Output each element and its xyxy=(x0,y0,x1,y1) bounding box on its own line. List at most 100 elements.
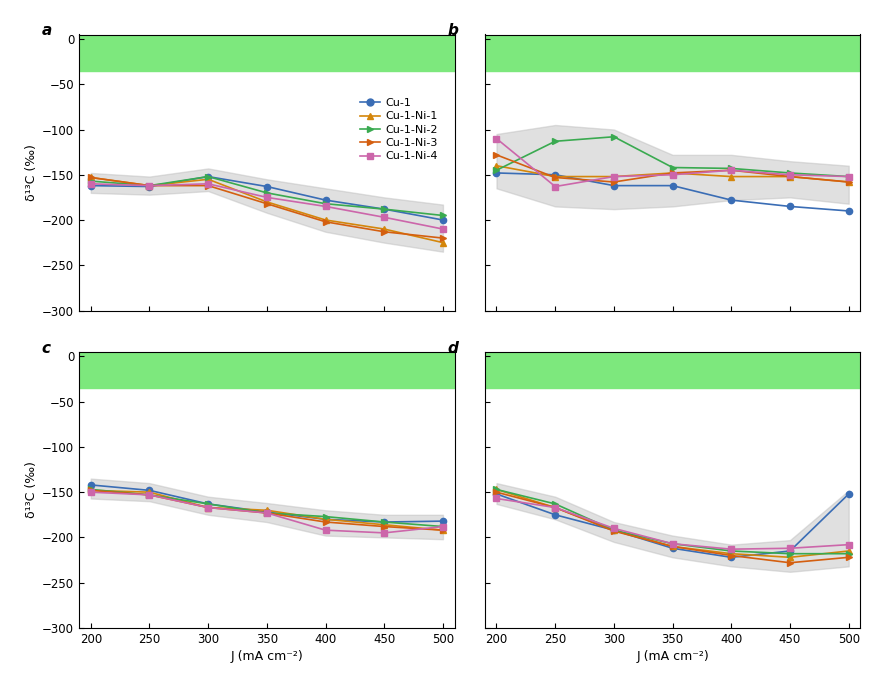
Bar xyxy=(79,352,454,388)
Cu-1-Ni-2 xyxy=(549,500,560,508)
Bar xyxy=(79,34,454,70)
Cu-1-Ni-1 xyxy=(725,172,736,181)
Y-axis label: δ¹³C (‰): δ¹³C (‰) xyxy=(25,462,38,518)
Cu-1-Ni-1 xyxy=(379,225,389,233)
Cu-1-Ni-2 xyxy=(843,172,853,181)
Cu-1-Ni-1 xyxy=(549,172,560,181)
X-axis label: J (mA cm⁻²): J (mA cm⁻²) xyxy=(231,650,303,663)
Cu-1-Ni-4 xyxy=(549,504,560,512)
Cu-1-Ni-2 xyxy=(438,522,448,531)
Cu-1-Ni-3 xyxy=(438,526,448,534)
Line: Cu-1-Ni-2: Cu-1-Ni-2 xyxy=(88,173,446,219)
Line: Cu-1-Ni-2: Cu-1-Ni-2 xyxy=(493,486,851,557)
Cu-1 xyxy=(379,205,389,213)
Line: Cu-1-Ni-1: Cu-1-Ni-1 xyxy=(88,175,446,246)
Cu-1-Ni-1 xyxy=(438,239,448,247)
Cu-1-Ni-1 xyxy=(490,485,501,493)
Cu-1-Ni-4 xyxy=(203,179,213,188)
Cu-1 xyxy=(144,486,154,495)
Cu-1-Ni-3 xyxy=(549,173,560,181)
Cu-1-Ni-1 xyxy=(261,198,272,206)
Cu-1-Ni-1 xyxy=(843,178,853,186)
Cu-1-Ni-2 xyxy=(843,549,853,558)
Cu-1-Ni-4 xyxy=(843,172,853,181)
Cu-1-Ni-2 xyxy=(438,211,448,219)
Cu-1-Ni-2 xyxy=(667,540,677,548)
Cu-1-Ni-3 xyxy=(490,488,501,496)
Cu-1-Ni-2 xyxy=(144,491,154,499)
Cu-1-Ni-4 xyxy=(784,544,795,553)
Cu-1-Ni-3 xyxy=(261,199,272,208)
Cu-1-Ni-1 xyxy=(549,504,560,512)
Line: Cu-1-Ni-1: Cu-1-Ni-1 xyxy=(88,487,446,533)
X-axis label: J (mA cm⁻²): J (mA cm⁻²) xyxy=(636,650,708,663)
Cu-1-Ni-3 xyxy=(725,166,736,175)
Cu-1-Ni-4 xyxy=(438,225,448,233)
Cu-1-Ni-2 xyxy=(608,526,618,534)
Cu-1-Ni-4 xyxy=(144,491,154,499)
Cu-1 xyxy=(203,500,213,508)
Cu-1-Ni-1 xyxy=(608,172,618,181)
Cu-1-Ni-4 xyxy=(667,170,677,179)
Cu-1 xyxy=(261,182,272,190)
Cu-1-Ni-3 xyxy=(320,518,331,526)
Cu-1-Ni-1 xyxy=(667,169,677,177)
Text: b: b xyxy=(446,23,458,39)
Line: Cu-1-Ni-4: Cu-1-Ni-4 xyxy=(493,135,851,190)
Legend: Cu-1, Cu-1-Ni-1, Cu-1-Ni-2, Cu-1-Ni-3, Cu-1-Ni-4: Cu-1, Cu-1-Ni-1, Cu-1-Ni-2, Cu-1-Ni-3, C… xyxy=(360,98,438,161)
Cu-1-Ni-3 xyxy=(490,150,501,159)
Cu-1 xyxy=(261,508,272,516)
Cu-1 xyxy=(490,169,501,177)
Cu-1-Ni-4 xyxy=(85,488,96,496)
Cu-1-Ni-2 xyxy=(549,137,560,146)
Cu-1 xyxy=(144,182,154,190)
Cu-1-Ni-3 xyxy=(608,527,618,535)
Cu-1-Ni-3 xyxy=(203,181,213,190)
Cu-1-Ni-1 xyxy=(725,549,736,558)
Cu-1-Ni-2 xyxy=(725,164,736,172)
Cu-1-Ni-3 xyxy=(261,509,272,517)
Cu-1-Ni-4 xyxy=(725,166,736,175)
Cu-1-Ni-3 xyxy=(549,504,560,512)
Line: Cu-1-Ni-3: Cu-1-Ni-3 xyxy=(493,152,851,185)
Line: Cu-1: Cu-1 xyxy=(88,173,446,223)
Cu-1-Ni-4 xyxy=(725,545,736,553)
Cu-1-Ni-2 xyxy=(261,189,272,197)
Cu-1-Ni-2 xyxy=(203,500,213,508)
Text: c: c xyxy=(41,341,50,356)
Cu-1-Ni-3 xyxy=(725,551,736,560)
Cu-1 xyxy=(203,172,213,181)
Cu-1-Ni-4 xyxy=(261,193,272,201)
Cu-1 xyxy=(379,518,389,526)
Cu-1-Ni-1 xyxy=(203,504,213,512)
Cu-1-Ni-4 xyxy=(549,182,560,190)
Cu-1-Ni-4 xyxy=(379,529,389,537)
Cu-1-Ni-3 xyxy=(379,522,389,531)
Cu-1-Ni-3 xyxy=(843,553,853,562)
Cu-1-Ni-1 xyxy=(144,181,154,190)
Cu-1-Ni-4 xyxy=(203,504,213,512)
Cu-1-Ni-3 xyxy=(144,181,154,190)
Cu-1-Ni-4 xyxy=(438,522,448,531)
Cu-1-Ni-3 xyxy=(784,559,795,567)
Cu-1-Ni-3 xyxy=(379,228,389,236)
Cu-1 xyxy=(85,481,96,489)
Line: Cu-1: Cu-1 xyxy=(493,491,851,560)
Line: Cu-1-Ni-4: Cu-1-Ni-4 xyxy=(88,489,446,536)
Cu-1 xyxy=(667,544,677,553)
Cu-1-Ni-2 xyxy=(85,177,96,185)
Line: Cu-1-Ni-3: Cu-1-Ni-3 xyxy=(88,175,446,241)
Cu-1-Ni-1 xyxy=(261,506,272,515)
Y-axis label: δ¹³C (‰): δ¹³C (‰) xyxy=(25,144,38,201)
Cu-1-Ni-3 xyxy=(608,178,618,186)
Cu-1-Ni-1 xyxy=(490,161,501,170)
Cu-1-Ni-2 xyxy=(490,166,501,175)
Line: Cu-1-Ni-1: Cu-1-Ni-1 xyxy=(493,163,851,185)
Cu-1-Ni-4 xyxy=(784,170,795,179)
Cu-1 xyxy=(725,553,736,562)
Cu-1-Ni-2 xyxy=(784,549,795,558)
Cu-1-Ni-3 xyxy=(784,172,795,181)
Cu-1-Ni-4 xyxy=(320,202,331,210)
Line: Cu-1-Ni-3: Cu-1-Ni-3 xyxy=(493,489,851,566)
Cu-1-Ni-2 xyxy=(320,513,331,521)
